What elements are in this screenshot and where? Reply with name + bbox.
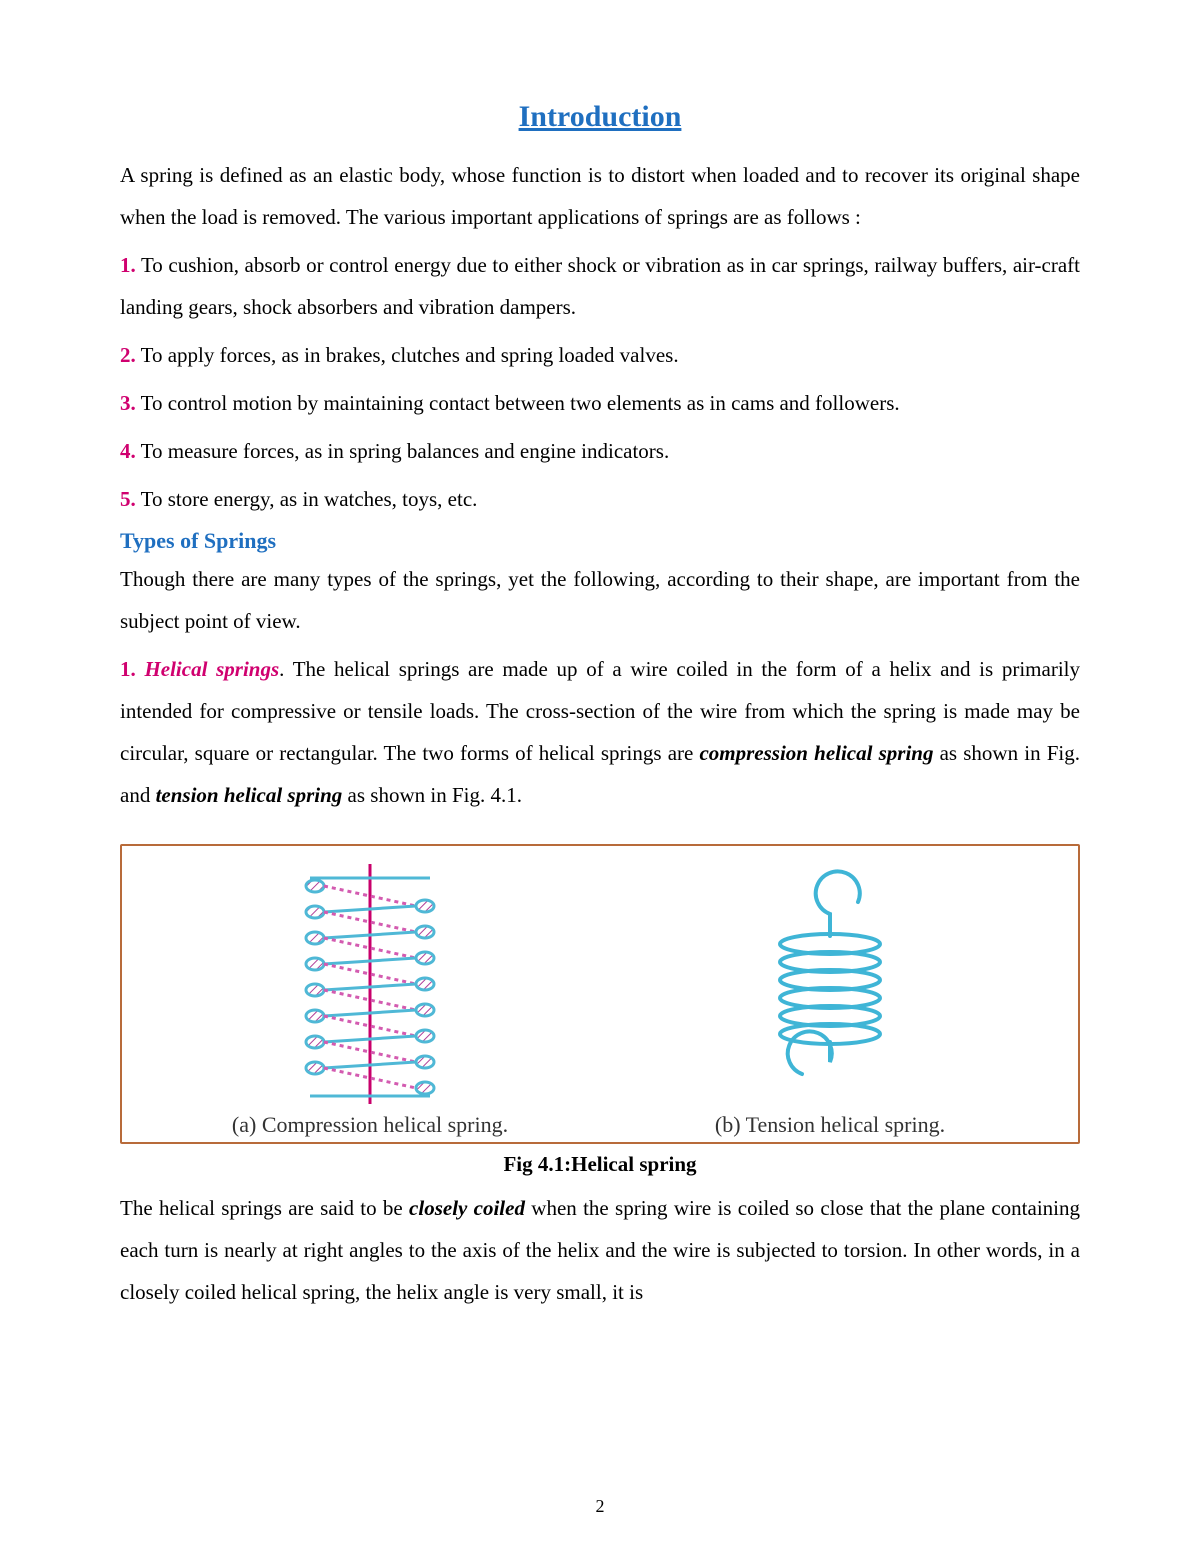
figure-b-column: (b) Tension helical spring. — [600, 864, 1060, 1138]
helical-paragraph: 1. Helical springs. The helical springs … — [120, 648, 1080, 816]
list-text: To measure forces, as in spring balances… — [136, 439, 669, 463]
page-title: Introduction — [120, 100, 1080, 134]
tension-em: tension helical spring — [156, 783, 343, 807]
types-intro-paragraph: Though there are many types of the sprin… — [120, 558, 1080, 642]
figure-a-caption: (a) Compression helical spring. — [232, 1112, 508, 1138]
list-number: 1. — [120, 253, 136, 277]
helical-dot: . — [279, 657, 293, 681]
list-item-5: 5. To store energy, as in watches, toys,… — [120, 478, 1080, 520]
closely-em: closely coiled — [409, 1196, 525, 1220]
list-number: 2. — [120, 343, 136, 367]
list-text: To cushion, absorb or control energy due… — [120, 253, 1080, 319]
tension-spring-icon — [720, 864, 940, 1104]
list-item-2: 2. To apply forces, as in brakes, clutch… — [120, 334, 1080, 376]
types-heading: Types of Springs — [120, 528, 1080, 554]
figure-number-caption: Fig 4.1:Helical spring — [120, 1152, 1080, 1177]
list-item-3: 3. To control motion by maintaining cont… — [120, 382, 1080, 424]
document-page: Introduction A spring is defined as an e… — [0, 0, 1200, 1553]
intro-paragraph: A spring is defined as an elastic body, … — [120, 154, 1080, 238]
page-number: 2 — [0, 1496, 1200, 1517]
list-text: To apply forces, as in brakes, clutches … — [136, 343, 679, 367]
list-number: 4. — [120, 439, 136, 463]
closely-pre: The helical springs are said to be — [120, 1196, 409, 1220]
list-text: To control motion by maintaining contact… — [136, 391, 900, 415]
compression-em: compression helical spring — [699, 741, 933, 765]
list-number: 5. — [120, 487, 136, 511]
list-number: 3. — [120, 391, 136, 415]
list-text: To store energy, as in watches, toys, et… — [136, 487, 478, 511]
figure-box: (a) Compression helical spring. — [120, 844, 1080, 1144]
closely-coiled-paragraph: The helical springs are said to be close… — [120, 1187, 1080, 1313]
figure-b-caption: (b) Tension helical spring. — [715, 1112, 945, 1138]
figure-a-column: (a) Compression helical spring. — [140, 864, 600, 1138]
compression-spring-icon — [260, 864, 480, 1104]
helical-label: Helical springs — [144, 657, 279, 681]
list-item-4: 4. To measure forces, as in spring balan… — [120, 430, 1080, 472]
helical-number: 1. — [120, 657, 144, 681]
list-item-1: 1. To cushion, absorb or control energy … — [120, 244, 1080, 328]
helical-end: as shown in Fig. 4.1. — [342, 783, 522, 807]
